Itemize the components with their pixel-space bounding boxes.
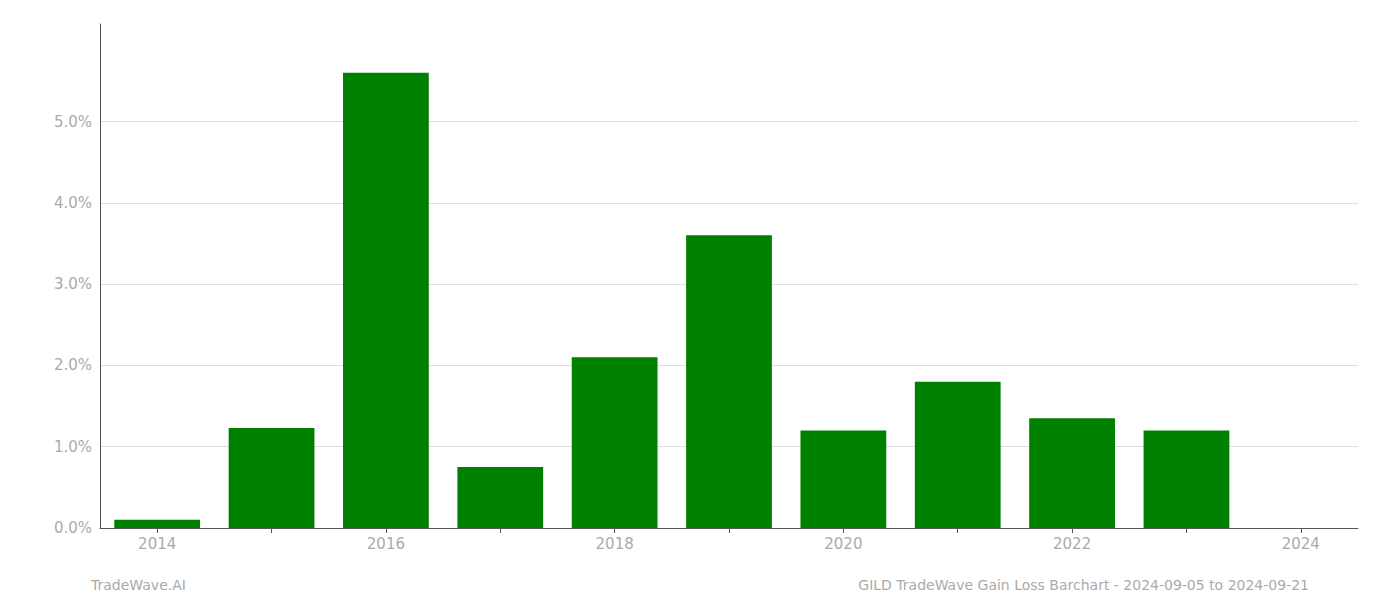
svg-text:0.0%: 0.0% [54, 519, 92, 537]
svg-text:TradeWave.AI: TradeWave.AI [90, 577, 186, 593]
svg-text:2.0%: 2.0% [54, 356, 92, 374]
svg-text:GILD TradeWave Gain Loss Barch: GILD TradeWave Gain Loss Barchart - 2024… [858, 577, 1309, 593]
svg-text:2022: 2022 [1053, 535, 1091, 553]
svg-text:2018: 2018 [596, 535, 634, 553]
svg-text:5.0%: 5.0% [54, 113, 92, 131]
svg-text:2014: 2014 [138, 535, 176, 553]
svg-text:4.0%: 4.0% [54, 194, 92, 212]
svg-text:3.0%: 3.0% [54, 275, 92, 293]
svg-text:1.0%: 1.0% [54, 438, 92, 456]
svg-text:2016: 2016 [367, 535, 405, 553]
svg-text:2020: 2020 [824, 535, 862, 553]
svg-text:2024: 2024 [1282, 535, 1320, 553]
